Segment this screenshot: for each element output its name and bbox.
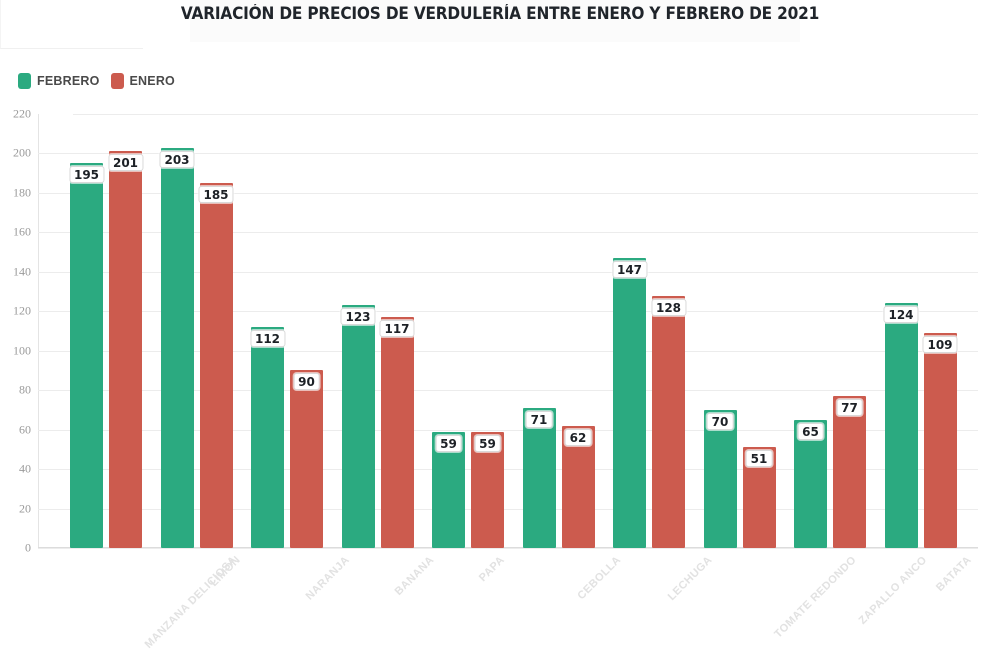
bar-group: 203 185 <box>159 114 234 548</box>
y-axis-tick-label: 100 <box>13 343 31 358</box>
y-axis-tick-label: 140 <box>13 264 31 279</box>
y-axis-tick-label: 180 <box>13 185 31 200</box>
gridline <box>38 508 978 510</box>
y-axis-tick-label: 220 <box>13 106 31 121</box>
bar-enero-batata[interactable]: 109 <box>922 332 958 548</box>
bar-value-label: 185 <box>198 186 234 204</box>
bar-value-label: 195 <box>68 166 105 184</box>
gridline <box>38 153 978 155</box>
bar-group: 147 128 <box>611 114 687 548</box>
bar-febrero-papa[interactable]: 59 <box>432 431 465 548</box>
bar-value-label: 59 <box>435 434 462 452</box>
x-axis-category-label: CEBOLLA <box>574 554 623 603</box>
y-axis-tick-label: 200 <box>13 145 31 160</box>
bar-febrero-manzana-deliciosa[interactable]: 195 <box>68 163 105 548</box>
bar-value-label: 112 <box>249 330 286 348</box>
bar-enero-banana[interactable]: 117 <box>379 317 415 548</box>
bar-group: 70 51 <box>703 114 776 548</box>
bar-group: 59 59 <box>432 114 504 548</box>
legend-swatch-icon <box>110 73 124 89</box>
x-axis-line <box>38 547 978 548</box>
legend-swatch-icon <box>18 73 31 89</box>
x-axis-category-label: BANANA <box>392 554 437 598</box>
gridline <box>38 548 978 549</box>
bar-febrero-naranja[interactable]: 112 <box>249 327 286 548</box>
bar-enero-zapallo-anco[interactable]: 77 <box>833 396 866 548</box>
bar-value-label: 90 <box>293 373 320 391</box>
bar-group: 65 77 <box>794 114 866 548</box>
bar-value-label: 51 <box>745 450 773 468</box>
bar-enero-naranja[interactable]: 90 <box>290 370 323 548</box>
bar-enero-lechuga[interactable]: 128 <box>650 295 687 548</box>
bar-value-label: 70 <box>706 412 734 430</box>
x-axis-category-label: LECHUGA <box>665 554 715 603</box>
gridline <box>38 429 978 431</box>
x-axis-category-label: PAPA <box>476 554 508 585</box>
bar-group: 71 62 <box>522 114 595 548</box>
y-axis-tick-label: 60 <box>19 422 31 437</box>
gridline <box>38 311 978 313</box>
bar-value-label: 147 <box>611 261 648 279</box>
y-axis-tick-label: 120 <box>13 303 31 318</box>
bar-enero-tomate-redondo[interactable]: 51 <box>742 447 776 548</box>
bar-value-label: 109 <box>922 335 958 353</box>
gridline <box>38 232 978 234</box>
bar-group: 123 117 <box>340 114 415 548</box>
bar-value-label: 201 <box>107 154 144 172</box>
y-axis-tick-label: 80 <box>19 382 31 397</box>
bar-febrero-limon[interactable]: 203 <box>159 147 195 548</box>
bar-enero-cebolla[interactable]: 62 <box>561 425 595 548</box>
legend-label: FEBRERO <box>37 74 100 88</box>
y-axis-tick-label: 160 <box>13 224 31 239</box>
bar-group: 124 109 <box>883 114 958 548</box>
chart-title: VARIACIÓN DE PRECIOS DE VERDULERÍA ENTRE… <box>180 4 820 23</box>
bar-value-label: 124 <box>883 306 919 324</box>
bar-febrero-batata[interactable]: 124 <box>883 303 919 548</box>
legend-item-febrero[interactable]: FEBRERO <box>18 73 100 89</box>
y-axis-tick-label: 0 <box>25 540 31 555</box>
chart-legend: FEBRERO ENERO <box>18 73 175 89</box>
x-axis-category-label: ZAPALLO ANCO <box>856 554 930 627</box>
bar-value-label: 203 <box>159 150 195 168</box>
bar-value-label: 77 <box>836 399 863 417</box>
bar-febrero-tomate-redondo[interactable]: 70 <box>703 409 737 548</box>
x-axis-category-label: BATATA <box>933 554 974 594</box>
bar-group: 195 201 <box>68 114 144 548</box>
bar-group: 112 90 <box>249 114 323 548</box>
y-axis-line <box>38 114 39 548</box>
bar-febrero-cebolla[interactable]: 71 <box>522 407 556 548</box>
bar-enero-limon[interactable]: 185 <box>198 183 234 548</box>
gridline <box>38 350 978 352</box>
gridline <box>38 192 978 194</box>
bar-febrero-banana[interactable]: 123 <box>340 305 376 548</box>
bar-value-label: 117 <box>379 320 415 338</box>
bar-value-label: 123 <box>340 308 376 326</box>
bar-enero-manzana-deliciosa[interactable]: 201 <box>107 151 144 548</box>
bar-value-label: 59 <box>474 434 501 452</box>
bar-febrero-lechuga[interactable]: 147 <box>611 258 648 548</box>
gridline <box>38 469 978 471</box>
bar-febrero-zapallo-anco[interactable]: 65 <box>794 419 827 548</box>
title-backdrop-panel <box>190 0 800 42</box>
y-axis-tick-label: 20 <box>19 501 31 516</box>
y-axis-tick-label: 40 <box>19 461 31 476</box>
bar-value-label: 71 <box>525 410 553 428</box>
legend-item-enero[interactable]: ENERO <box>110 73 175 89</box>
legend-label: ENERO <box>129 74 175 88</box>
bar-value-label: 62 <box>564 428 592 446</box>
gridline <box>38 271 978 273</box>
gridline <box>73 114 978 115</box>
bar-value-label: 65 <box>797 422 824 440</box>
plot-area: 0 20 40 60 80 100 120 140 160 180 200 220 195 201 203 1… <box>13 107 978 555</box>
x-axis-category-label: NARANJA <box>303 554 353 603</box>
bar-enero-papa[interactable]: 59 <box>471 431 504 548</box>
gridline <box>38 390 978 392</box>
bar-value-label: 128 <box>650 298 687 316</box>
x-axis-category-label: TOMATE REDONDO <box>771 554 859 641</box>
top-right-panel <box>0 0 143 49</box>
